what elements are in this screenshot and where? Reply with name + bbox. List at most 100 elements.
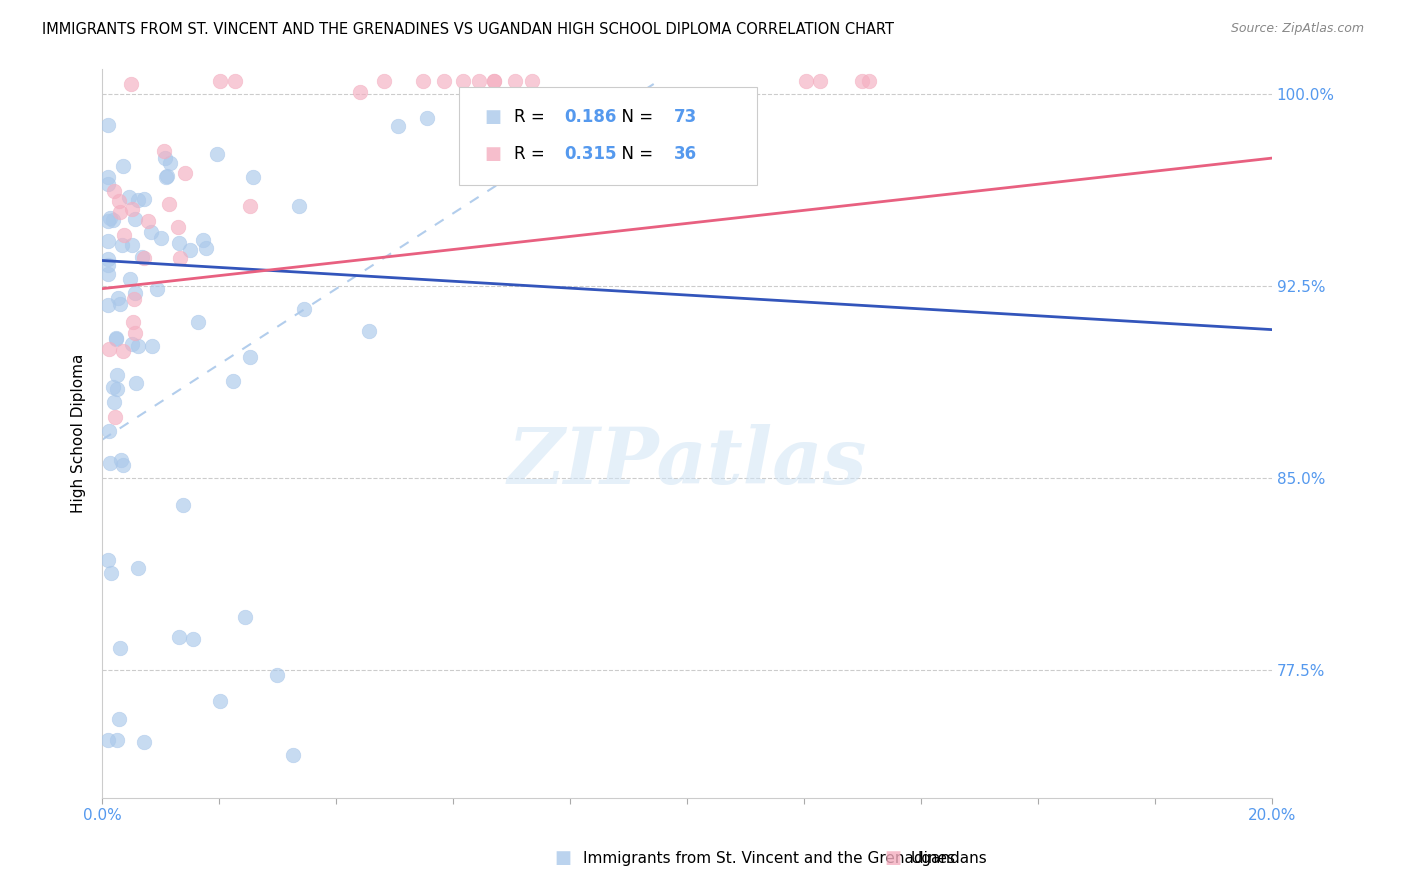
Text: ■: ■	[485, 109, 502, 127]
Point	[97, 252, 120, 266]
Text: 36: 36	[675, 145, 697, 163]
Point	[451, 74, 474, 88]
Point	[131, 250, 153, 264]
Point	[108, 712, 131, 726]
Point	[209, 694, 232, 708]
Point	[166, 219, 188, 234]
Point	[103, 212, 125, 227]
Point	[110, 452, 132, 467]
Point	[120, 272, 142, 286]
Point	[288, 199, 311, 213]
Point	[125, 376, 148, 390]
Point	[141, 225, 163, 239]
Point	[281, 747, 304, 762]
Point	[105, 733, 128, 747]
Point	[183, 632, 205, 646]
Point	[98, 342, 121, 356]
Point	[132, 735, 155, 749]
Point	[108, 205, 131, 219]
Point	[349, 85, 371, 99]
Point	[101, 380, 124, 394]
Point	[794, 74, 817, 88]
Point	[98, 456, 121, 470]
Point	[104, 331, 127, 345]
Point	[169, 251, 191, 265]
Point	[100, 566, 122, 580]
Point	[111, 159, 134, 173]
Text: ■: ■	[884, 849, 901, 867]
Point	[173, 166, 195, 180]
Point	[121, 237, 143, 252]
Text: Source: ZipAtlas.com: Source: ZipAtlas.com	[1230, 22, 1364, 36]
Point	[124, 326, 146, 341]
Point	[242, 170, 264, 185]
Point	[103, 395, 125, 409]
Text: 73: 73	[675, 109, 697, 127]
Point	[98, 424, 121, 438]
Text: N =: N =	[612, 109, 658, 127]
FancyBboxPatch shape	[458, 87, 758, 186]
Text: 0.315: 0.315	[564, 145, 617, 163]
Point	[155, 151, 177, 165]
Point	[433, 74, 456, 88]
Point	[503, 74, 526, 88]
Text: IMMIGRANTS FROM ST. VINCENT AND THE GRENADINES VS UGANDAN HIGH SCHOOL DIPLOMA CO: IMMIGRANTS FROM ST. VINCENT AND THE GREN…	[42, 22, 894, 37]
Point	[187, 315, 209, 329]
Point	[482, 74, 505, 88]
Point	[412, 74, 434, 88]
Point	[97, 170, 120, 185]
Point	[239, 199, 262, 213]
Point	[235, 610, 257, 624]
Point	[136, 214, 159, 228]
Point	[155, 169, 177, 184]
Point	[97, 258, 120, 272]
Point	[122, 315, 145, 329]
Point	[127, 339, 149, 353]
Text: R =: R =	[515, 145, 550, 163]
Text: ■: ■	[485, 145, 502, 163]
Text: Ugandans: Ugandans	[911, 851, 988, 865]
Point	[239, 351, 262, 365]
Point	[292, 301, 315, 316]
Point	[155, 170, 177, 185]
Point	[108, 641, 131, 656]
Point	[103, 185, 125, 199]
Point	[127, 561, 149, 575]
Point	[851, 74, 873, 88]
Point	[124, 212, 146, 227]
Point	[224, 74, 246, 88]
Point	[468, 74, 491, 88]
Point	[104, 409, 127, 424]
Point	[107, 194, 129, 209]
Point	[808, 74, 831, 88]
Point	[120, 77, 142, 91]
Point	[121, 202, 143, 217]
Point	[357, 324, 380, 338]
Point	[111, 344, 134, 359]
Point	[141, 338, 163, 352]
Point	[110, 238, 132, 252]
Point	[97, 214, 120, 228]
Point	[159, 156, 181, 170]
Point	[207, 147, 229, 161]
Point	[482, 74, 505, 88]
Point	[105, 368, 128, 382]
Point	[97, 298, 120, 312]
Point	[108, 297, 131, 311]
Point	[858, 74, 880, 88]
Point	[97, 177, 120, 191]
Point	[97, 732, 120, 747]
Point	[118, 190, 141, 204]
Point	[373, 74, 395, 88]
Point	[150, 231, 173, 245]
Point	[121, 337, 143, 351]
Point	[105, 382, 128, 396]
Point	[105, 332, 128, 346]
Point	[127, 193, 149, 207]
Point	[191, 233, 214, 247]
Text: 0.186: 0.186	[564, 109, 617, 127]
Point	[167, 631, 190, 645]
Point	[416, 112, 439, 126]
Point	[97, 553, 120, 567]
Point	[153, 144, 176, 158]
